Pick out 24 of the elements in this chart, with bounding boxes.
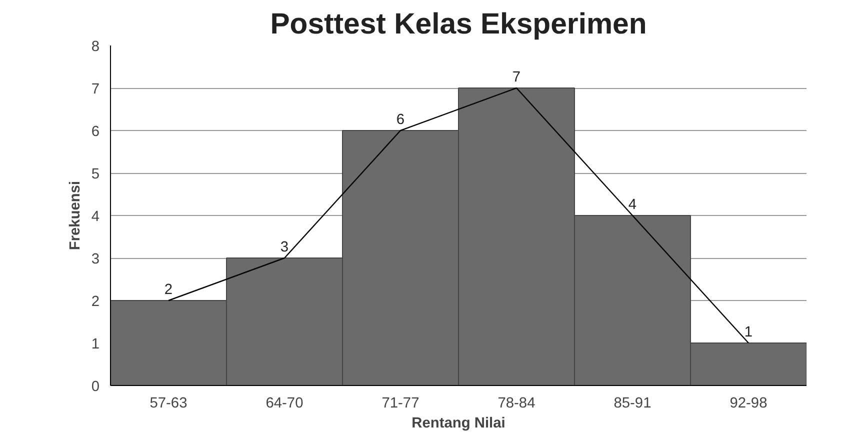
data-label: 6 <box>396 112 405 128</box>
data-label: 7 <box>512 70 521 86</box>
data-label: 3 <box>280 240 289 256</box>
data-label: 4 <box>628 197 637 214</box>
x-tick-label: 92-98 <box>730 396 768 412</box>
chart-title: Posttest Kelas Eksperimen <box>270 8 647 40</box>
x-tick-label: 57-63 <box>150 396 188 412</box>
y-tick-label: 7 <box>91 82 100 98</box>
y-tick-label: 5 <box>91 166 100 182</box>
x-tick-label: 71-77 <box>382 396 420 412</box>
y-tick-label: 1 <box>91 336 100 352</box>
y-tick-label: 2 <box>91 294 100 310</box>
y-tick-label: 4 <box>91 209 100 225</box>
data-label: 1 <box>744 324 753 341</box>
y-tick-label: 8 <box>91 39 100 55</box>
x-tick-label: 78-84 <box>498 396 536 412</box>
y-tick-label: 3 <box>91 252 100 268</box>
x-tick-label: 64-70 <box>266 396 304 412</box>
y-tick-label: 6 <box>91 124 100 140</box>
x-axis-title: Rentang Nilai <box>412 416 506 432</box>
data-label: 2 <box>164 282 173 298</box>
x-tick-label: 85-91 <box>614 396 652 412</box>
y-axis-title: Frekuensi <box>67 180 84 250</box>
y-tick-label: 0 <box>91 379 100 395</box>
